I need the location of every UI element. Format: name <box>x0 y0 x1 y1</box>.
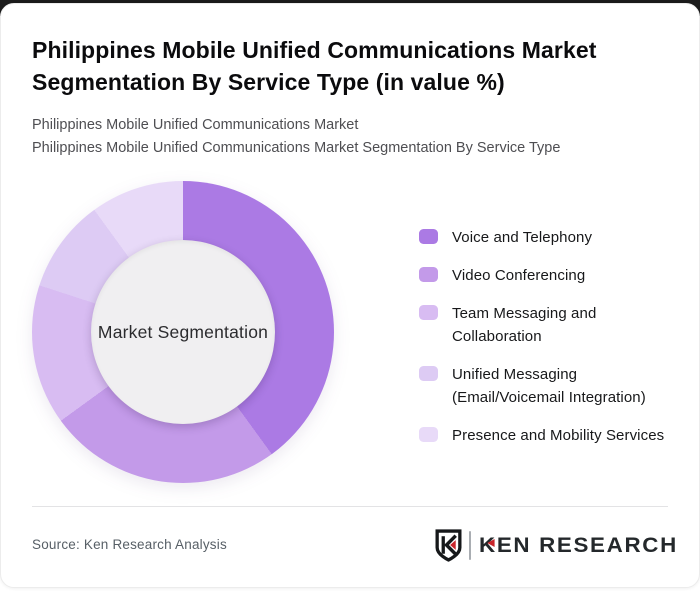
footer-divider <box>32 506 668 507</box>
chart-legend: Voice and Telephony Video Conferencing T… <box>419 226 681 447</box>
legend-swatch <box>419 366 438 381</box>
legend-label: Presence and Mobility Services <box>452 427 665 444</box>
subtitle-line-1: Philippines Mobile Unified Communication… <box>32 117 359 133</box>
legend-swatch <box>419 229 438 244</box>
ken-research-logo: K EN RESEARCH <box>435 528 676 562</box>
logo-wordmark: K EN RESEARCH <box>479 533 678 558</box>
shield-k-icon <box>435 528 462 562</box>
infographic-card: Philippines Mobile Unified Communication… <box>0 3 700 588</box>
legend-item-unified-messaging: Unified Messaging (Email/Voicemail Integ… <box>419 363 681 409</box>
subtitle-line-2: Philippines Mobile Unified Communication… <box>32 139 561 156</box>
logo-red-triangle-icon <box>486 538 494 547</box>
donut-center-label: Market Segmentation <box>97 321 269 342</box>
legend-swatch <box>419 267 438 282</box>
logo-wordmark-rest: EN RESEARCH <box>496 532 678 557</box>
legend-item-video-conferencing: Video Conferencing <box>419 264 681 287</box>
legend-item-team-messaging: Team Messaging and Collaboration <box>419 302 681 348</box>
legend-item-presence-mobility: Presence and Mobility Services <box>419 424 681 447</box>
subtitle-block: Philippines Mobile Unified Communication… <box>32 114 677 160</box>
legend-label: Team Messaging and Collaboration <box>452 305 597 345</box>
source-text: Source: Ken Research Analysis <box>32 537 227 552</box>
legend-item-voice-and-telephony: Voice and Telephony <box>419 226 681 249</box>
legend-label: Video Conferencing <box>452 267 586 284</box>
legend-swatch <box>419 427 438 442</box>
donut-chart: Market Segmentation <box>32 181 334 483</box>
logo-separator <box>468 530 471 560</box>
page-title: Philippines Mobile Unified Communication… <box>32 37 597 96</box>
legend-swatch <box>419 305 438 320</box>
logo-letter-k: K <box>478 532 497 557</box>
legend-label: Unified Messaging (Email/Voicemail Integ… <box>452 366 646 406</box>
legend-label: Voice and Telephony <box>452 229 593 246</box>
donut-hole: Market Segmentation <box>91 240 275 424</box>
